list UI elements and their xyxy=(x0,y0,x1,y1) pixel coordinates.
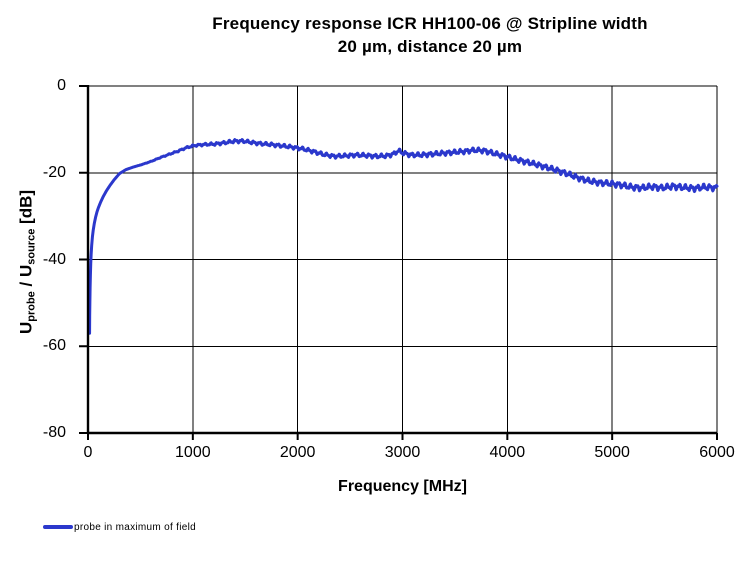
y-axis-tick-label: -40 xyxy=(42,250,66,268)
y-axis-title-u1: U xyxy=(16,321,36,335)
x-axis-tick-label: 5000 xyxy=(594,444,630,461)
y-axis-title-sub2: source xyxy=(25,228,38,265)
legend-line-sample xyxy=(43,525,73,529)
legend: probe in maximum of field xyxy=(43,519,196,535)
y-axis-tick-label: -20 xyxy=(42,163,66,181)
chart-title-line-2: 20 µm, distance 20 µm xyxy=(337,37,523,56)
y-axis-title: Uprobe / Usource [dB] xyxy=(17,190,38,334)
x-axis-tick-label: 3000 xyxy=(384,444,421,461)
x-axis-tick-label: 0 xyxy=(83,444,93,461)
series-line-probe-in-maximum-of-field xyxy=(88,138,719,335)
y-axis-tick-label: 0 xyxy=(57,77,66,94)
x-axis-tick-label: 1000 xyxy=(175,444,211,461)
legend-label: probe in maximum of field xyxy=(74,521,196,533)
x-axis-tick-label: 2000 xyxy=(279,444,316,461)
y-axis-tick-label: -80 xyxy=(42,424,66,441)
y-axis-tick-label: -60 xyxy=(42,337,66,355)
x-axis-title: Frequency [MHz] xyxy=(338,478,467,495)
x-axis-tick-label: 6000 xyxy=(699,444,735,461)
y-axis-title-mid: / U xyxy=(16,264,36,292)
y-axis-title-sub1: probe xyxy=(25,291,38,322)
y-axis-title-unit: [dB] xyxy=(16,189,36,229)
chart-title: Frequency response ICR HH100-06 @ Stripl… xyxy=(120,12,740,58)
x-axis-tick-label: 4000 xyxy=(489,444,526,461)
chart-title-line-1: Frequency response ICR HH100-06 @ Stripl… xyxy=(212,14,648,33)
